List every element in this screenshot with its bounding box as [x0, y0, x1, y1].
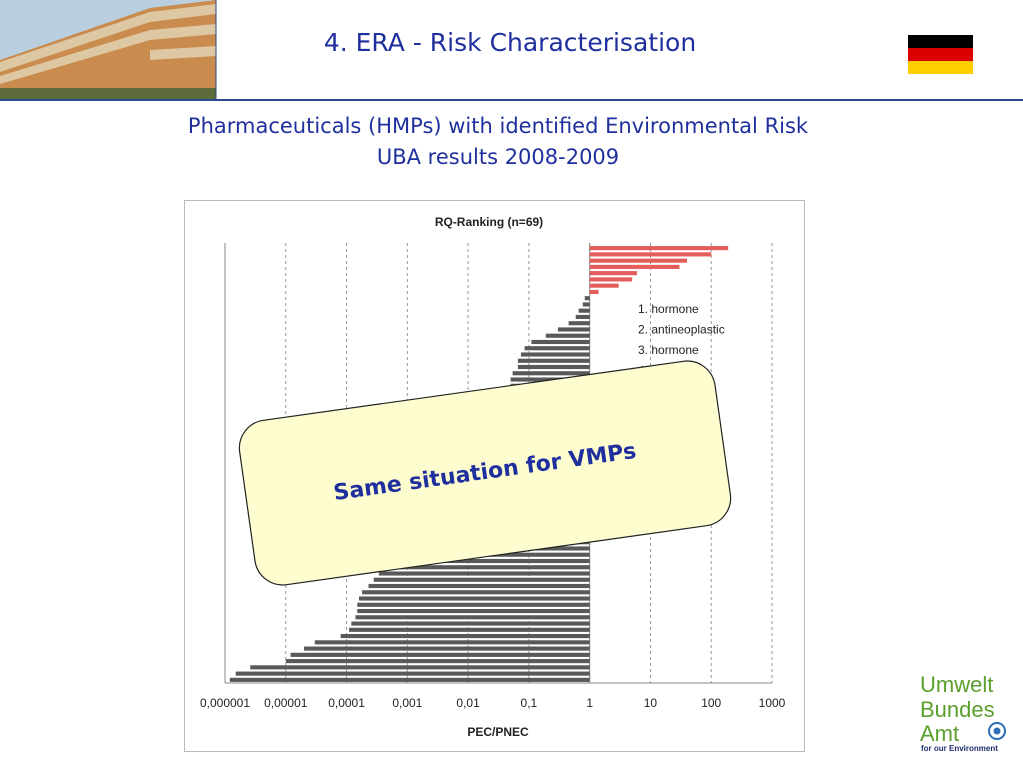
logo-tagline: for our Environment: [921, 744, 998, 753]
slide-title: 4. ERA - Risk Characterisation: [324, 28, 696, 57]
x-tick-label: 10: [644, 696, 658, 710]
x-axis-label: PEC/PNEC: [467, 725, 529, 739]
x-tick-label: 1: [586, 696, 593, 710]
bar: [589, 258, 688, 263]
bar: [373, 577, 590, 582]
x-tick-label: 0,01: [456, 696, 480, 710]
chart-title: RQ-Ranking (n=69): [435, 215, 543, 229]
bar: [589, 271, 637, 276]
bar: [235, 671, 590, 676]
annotation: 3. hormone: [638, 343, 699, 357]
bar: [578, 308, 590, 313]
bar: [349, 627, 590, 632]
bar: [520, 352, 590, 357]
logo: Umwelt Bundes Amt for our Environment: [920, 672, 1006, 753]
bar: [355, 615, 590, 620]
bar: [589, 277, 633, 282]
x-tick-label: 0,1: [521, 696, 538, 710]
bar: [589, 246, 729, 251]
bar: [589, 283, 619, 288]
callout-box: [238, 360, 732, 586]
logo-word: Umwelt: [920, 672, 993, 697]
bar: [589, 264, 680, 269]
bar: [357, 608, 590, 614]
bar: [512, 371, 590, 376]
bar: [290, 652, 590, 657]
bar: [340, 634, 590, 639]
x-tick-label: 0,001: [392, 696, 422, 710]
bar: [589, 289, 599, 294]
bar: [517, 358, 590, 363]
bar: [582, 302, 590, 307]
bar: [362, 590, 590, 595]
x-tick-label: 100: [701, 696, 721, 710]
bar: [368, 583, 590, 589]
annotation: 2. antineoplastic: [638, 323, 725, 337]
bar: [524, 346, 590, 351]
x-tick-label: 0,0001: [328, 696, 365, 710]
bar: [378, 571, 590, 576]
bar: [314, 640, 590, 645]
bar: [517, 364, 590, 370]
bar: [584, 296, 590, 301]
bar: [229, 677, 590, 682]
bar: [386, 565, 590, 570]
bar: [351, 621, 590, 626]
bar: [358, 596, 590, 601]
logo-word: Bundes: [920, 697, 995, 722]
bar: [250, 665, 590, 670]
subtitle-line: Pharmaceuticals (HMPs) with identified E…: [188, 114, 809, 138]
bar: [392, 558, 590, 564]
annotation: 1. hormone: [638, 302, 699, 316]
x-tick-label: 1000: [759, 696, 786, 710]
bar: [557, 327, 590, 332]
bar: [568, 321, 590, 326]
x-tick-label: 0,00001: [264, 696, 308, 710]
bar: [285, 659, 590, 664]
bar: [531, 339, 590, 345]
bar: [589, 252, 712, 257]
flag: [908, 35, 973, 74]
bar: [304, 646, 590, 651]
bar: [545, 333, 590, 338]
x-tick-label: 0,000001: [200, 696, 250, 710]
logo-word: Amt: [920, 721, 959, 746]
callout: Same situation for VMPs: [238, 360, 732, 586]
building-photo: [0, 0, 216, 100]
bar: [575, 314, 590, 320]
bar: [357, 602, 590, 607]
subtitle-line: UBA results 2008-2009: [377, 145, 619, 169]
